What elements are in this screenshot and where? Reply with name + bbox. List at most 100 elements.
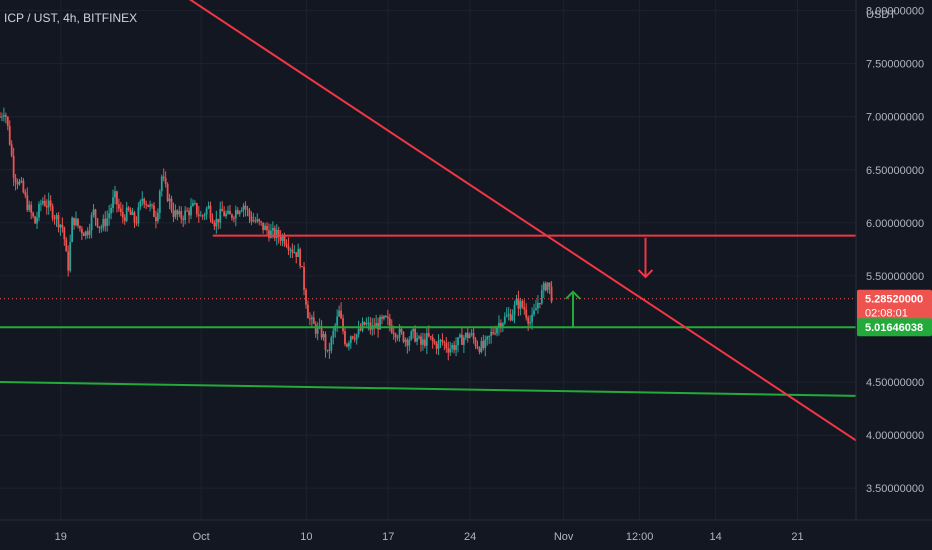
candle-body <box>166 184 169 202</box>
candle-body <box>65 239 68 252</box>
candle-body <box>433 341 436 344</box>
candle-body <box>182 218 185 220</box>
candle-body <box>275 229 278 238</box>
candle-body <box>8 126 11 145</box>
candle-body <box>96 218 99 227</box>
candle-body <box>2 115 5 117</box>
candle-body <box>398 328 401 338</box>
candle-body <box>227 210 229 214</box>
candle-body <box>106 218 109 226</box>
candle-body <box>75 218 77 226</box>
candle-body <box>455 345 457 350</box>
candle-body <box>262 222 265 231</box>
candle-body <box>147 204 150 207</box>
x-tick-label: Nov <box>554 531 574 543</box>
candle-body <box>494 333 496 335</box>
candle-body <box>131 212 134 215</box>
candle-body <box>330 337 333 351</box>
candle-body <box>264 225 266 231</box>
x-tick-label: 21 <box>791 531 803 543</box>
candle-body <box>117 204 120 209</box>
candle-body <box>213 222 216 227</box>
candle-body <box>86 231 89 235</box>
candle-body <box>308 318 311 320</box>
candle-body <box>47 200 50 208</box>
candle-body <box>100 227 103 229</box>
candle-body <box>84 231 87 237</box>
candle-body <box>293 252 296 254</box>
candle-body <box>16 182 19 185</box>
candle-body <box>30 204 33 213</box>
candle-body <box>160 176 163 192</box>
candle-body <box>238 211 241 214</box>
candle-body <box>295 252 298 257</box>
lower-green-trendline[interactable] <box>0 381 857 397</box>
candle-body <box>69 242 72 271</box>
candle-body <box>41 200 44 204</box>
candle-body <box>353 338 356 340</box>
candle-body <box>509 314 512 321</box>
candle-body <box>57 215 60 228</box>
candle-body <box>260 221 263 223</box>
candle-body <box>271 228 274 231</box>
candle-body <box>190 206 192 216</box>
candle-body <box>174 210 177 217</box>
candle-body <box>141 198 144 201</box>
candle-body <box>342 318 344 332</box>
svg-text:5.01646038: 5.01646038 <box>865 322 923 334</box>
candle-body <box>71 217 74 243</box>
candle-body <box>484 339 487 349</box>
candle-body <box>281 236 284 241</box>
grid <box>0 0 856 520</box>
candle-body <box>205 208 208 215</box>
candle-body <box>45 205 48 208</box>
candle-body <box>548 282 551 287</box>
candle-body <box>80 228 83 234</box>
candle-body <box>361 321 364 331</box>
candle-body <box>338 310 341 317</box>
candle-body <box>457 337 459 346</box>
candle-body <box>385 316 387 318</box>
candle-body <box>441 339 444 343</box>
candle-body <box>375 323 378 329</box>
candle-body <box>324 334 327 350</box>
time-axis[interactable]: 19 Oct 10 17 24 Nov 12:00 14 21 <box>55 531 804 543</box>
candle-body <box>176 210 179 215</box>
candle-body <box>507 314 510 316</box>
candle-body <box>6 116 9 127</box>
candle-body <box>289 249 292 251</box>
price-axis[interactable]: 8.00000000 7.50000000 7.00000000 6.50000000… <box>866 6 924 496</box>
candle-body <box>451 345 454 349</box>
candle-body <box>246 208 249 210</box>
candle-body <box>207 205 210 209</box>
candle-body <box>34 216 36 224</box>
candle-body <box>544 283 547 291</box>
candle-body <box>498 322 500 328</box>
candle-body <box>344 331 346 345</box>
up-arrow[interactable] <box>565 290 581 327</box>
candle-body <box>392 332 395 335</box>
candle-body <box>383 316 385 319</box>
candle-body <box>123 217 126 221</box>
symbol-title: ICP / UST, 4h, BITFINEX <box>4 11 137 25</box>
down-arrow[interactable] <box>637 237 654 279</box>
candle-body <box>168 198 171 202</box>
candle-body <box>537 302 539 309</box>
x-tick-label: Oct <box>193 531 210 543</box>
downtrend-line[interactable] <box>143 0 857 442</box>
candle-body <box>486 336 489 340</box>
candle-body <box>10 144 13 156</box>
candle-body <box>155 216 157 222</box>
candle-body <box>104 218 107 226</box>
candle-body <box>367 322 370 324</box>
candle-body <box>63 227 66 240</box>
candle-body <box>517 298 520 309</box>
candle-body <box>51 206 54 219</box>
drawings[interactable] <box>0 0 857 442</box>
candle-body <box>221 208 224 212</box>
candle-body <box>143 198 146 204</box>
candle-body <box>223 211 226 217</box>
candle-body <box>127 207 130 210</box>
candle-body <box>492 331 494 334</box>
